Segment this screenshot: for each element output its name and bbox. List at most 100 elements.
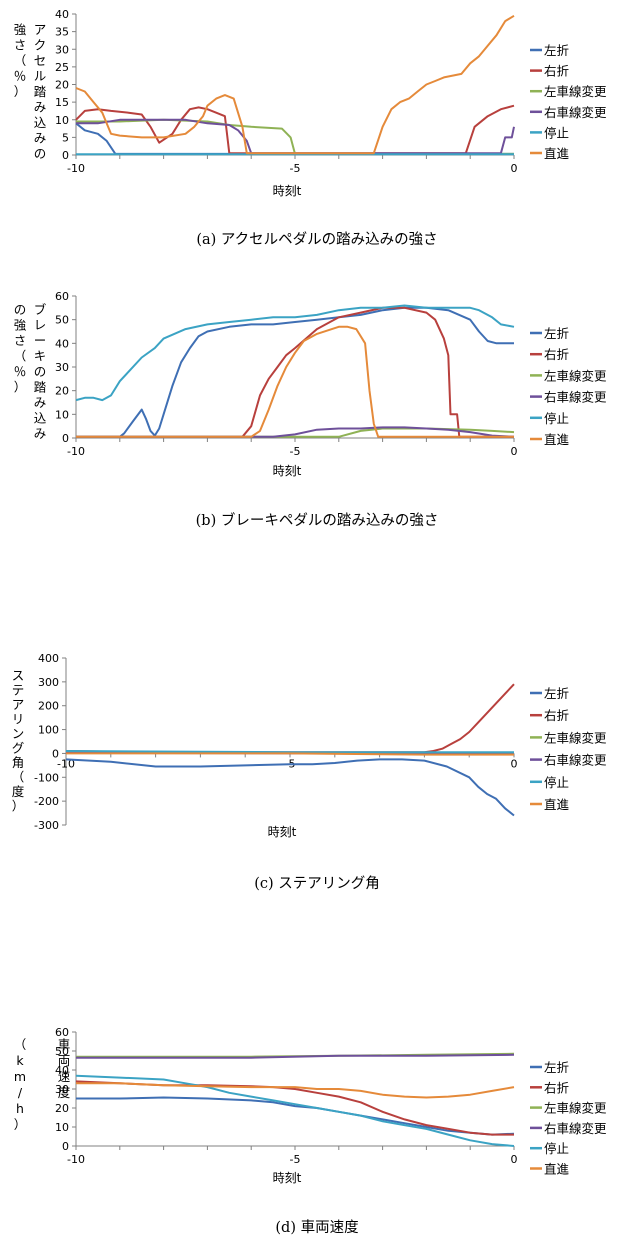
legend-entry: 左折 <box>544 326 569 341</box>
y-axis-label-char: 込 <box>34 411 47 426</box>
y-tick-label: 5 <box>62 131 69 144</box>
y-axis-label-char: （ <box>12 770 25 785</box>
x-axis-label: 時刻t <box>273 464 302 478</box>
y-tick-label: 20 <box>55 1102 69 1115</box>
y-tick-label: 60 <box>55 290 69 303</box>
y-axis-label-char: み <box>34 100 47 115</box>
y-tick-label: 30 <box>55 1083 69 1096</box>
legend-entry: 直進 <box>544 797 570 812</box>
legend-entry: 停止 <box>544 411 569 426</box>
legend-entry: 直進 <box>544 432 570 447</box>
legend-entry: 右車線変更 <box>544 105 607 120</box>
x-tick-label: -5 <box>290 1153 301 1166</box>
figure-caption: (b) ブレーキペダルの踏み込みの強さ <box>196 511 439 529</box>
series-line-右車線変更 <box>76 426 515 438</box>
legend-entry: 左折 <box>544 686 569 701</box>
legend-entry: 右折 <box>544 708 569 723</box>
x-tick-label: 0 <box>511 445 518 458</box>
y-axis-label-char: 強 <box>14 22 27 37</box>
y-axis-label-char: の <box>34 364 47 379</box>
y-tick-label: 100 <box>38 724 59 737</box>
y-axis-label-char: （ <box>14 349 27 364</box>
y-tick-label: -200 <box>34 795 59 808</box>
x-tick-label: -10 <box>57 757 75 770</box>
y-axis-label-char: 強 <box>14 318 27 333</box>
y-tick-label: 50 <box>55 314 69 327</box>
legend-entry: 停止 <box>544 125 569 140</box>
y-axis-label-char: （ <box>14 1037 27 1052</box>
y-tick-label: 50 <box>55 1045 69 1058</box>
y-axis-label: 車両速度（km/h）車両速度（km/h） <box>14 1037 71 1132</box>
series-line-停止 <box>75 1074 515 1147</box>
legend-entry: 右車線変更 <box>544 753 607 768</box>
y-tick-label: -300 <box>34 819 59 832</box>
legend-entry: 右車線変更 <box>544 390 607 405</box>
y-tick-label: -100 <box>34 771 59 784</box>
y-axis-label-char: m <box>14 1069 26 1084</box>
legend-entry: 右折 <box>544 64 569 79</box>
y-axis-label-char: キ <box>34 349 47 364</box>
series-line-左車線変更 <box>76 427 515 438</box>
x-axis-label: 時刻t <box>273 184 302 198</box>
legend-entry: 右折 <box>544 1080 569 1095</box>
y-axis-label-char: 度 <box>58 1085 71 1100</box>
y-axis-label-char: グ <box>12 741 25 756</box>
y-tick-label: 40 <box>55 8 69 21</box>
y-tick-label: 0 <box>62 432 69 445</box>
y-axis-label-char: 角 <box>12 755 25 770</box>
y-axis-label-char: の <box>14 302 27 317</box>
legend-entry: 停止 <box>544 775 569 790</box>
series-line-直進 <box>76 325 514 438</box>
x-tick-label: 0 <box>511 162 518 175</box>
y-tick-label: 0 <box>62 1140 69 1153</box>
y-axis-label-char: ク <box>34 38 47 53</box>
y-axis-label-char: 込 <box>34 115 47 130</box>
y-tick-label: 0 <box>62 149 69 162</box>
series-line-停止 <box>75 304 515 402</box>
y-axis-label-char: ） <box>14 380 27 395</box>
legend-entry: 右車線変更 <box>544 1121 607 1136</box>
legend-entry: 直進 <box>544 146 570 161</box>
legend-entry: 左車線変更 <box>544 730 607 745</box>
series-line-右車線変更 <box>76 118 515 155</box>
legend-entry: 右折 <box>544 347 569 362</box>
y-axis-label-char: み <box>34 395 47 410</box>
y-tick-label: 300 <box>38 676 59 689</box>
y-axis-label: ステアリング角（度）ステアリング角（度） <box>12 668 25 814</box>
x-tick-label: 0 <box>511 1153 518 1166</box>
legend-entry: 左車線変更 <box>544 1101 607 1116</box>
y-axis-label-char: リ <box>12 712 25 727</box>
y-tick-label: 400 <box>38 652 59 665</box>
y-axis-label-char: セ <box>34 53 47 68</box>
y-tick-label: 20 <box>55 385 69 398</box>
series-line-左折 <box>65 758 515 817</box>
y-axis-label-char: ） <box>12 799 25 814</box>
y-tick-label: 0 <box>52 747 59 760</box>
y-tick-label: 200 <box>38 700 59 713</box>
y-tick-label: 25 <box>55 61 69 74</box>
x-tick-label: -5 <box>290 445 301 458</box>
x-tick-label: -5 <box>290 162 301 175</box>
x-axis-label: 時刻t <box>273 1171 302 1185</box>
series-line-左折 <box>76 306 514 438</box>
y-tick-label: 35 <box>55 26 69 39</box>
series-line-右折 <box>76 306 514 438</box>
series-line-右折 <box>65 683 515 754</box>
x-tick-label: -10 <box>67 162 85 175</box>
y-axis-label-char: 度 <box>12 784 25 799</box>
y-axis-label-char: ブ <box>34 302 47 317</box>
y-axis-label-char: 両 <box>58 1053 71 1068</box>
y-tick-label: 30 <box>55 361 69 374</box>
legend-entry: 左折 <box>544 43 569 58</box>
